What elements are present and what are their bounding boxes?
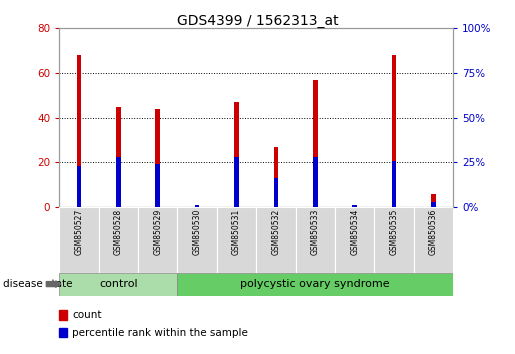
Bar bbox=[217, 207, 256, 273]
Text: GSM850535: GSM850535 bbox=[390, 209, 399, 256]
Bar bbox=[431, 202, 436, 207]
Bar bbox=[234, 102, 239, 207]
Bar bbox=[177, 207, 217, 273]
Bar bbox=[273, 178, 278, 207]
Text: polycystic ovary syndrome: polycystic ovary syndrome bbox=[241, 279, 390, 289]
Bar bbox=[234, 157, 239, 207]
Bar bbox=[392, 55, 397, 207]
Bar bbox=[177, 273, 453, 296]
Bar bbox=[116, 157, 121, 207]
Bar bbox=[352, 205, 357, 207]
Bar bbox=[99, 207, 138, 273]
Text: GSM850536: GSM850536 bbox=[429, 209, 438, 256]
Text: percentile rank within the sample: percentile rank within the sample bbox=[72, 328, 248, 338]
Bar bbox=[431, 194, 436, 207]
Text: GSM850533: GSM850533 bbox=[311, 209, 320, 256]
Text: GSM850530: GSM850530 bbox=[193, 209, 201, 256]
Text: GSM850529: GSM850529 bbox=[153, 209, 162, 255]
Text: GSM850534: GSM850534 bbox=[350, 209, 359, 256]
Text: GDS4399 / 1562313_at: GDS4399 / 1562313_at bbox=[177, 14, 338, 28]
Bar bbox=[313, 157, 318, 207]
Bar bbox=[392, 161, 397, 207]
Bar bbox=[352, 205, 357, 207]
Text: control: control bbox=[99, 279, 138, 289]
Bar bbox=[256, 207, 296, 273]
Bar bbox=[138, 207, 177, 273]
Bar bbox=[116, 107, 121, 207]
Bar bbox=[59, 207, 99, 273]
Bar bbox=[156, 164, 160, 207]
Bar bbox=[374, 207, 414, 273]
Bar bbox=[195, 205, 199, 207]
Text: GSM850527: GSM850527 bbox=[75, 209, 83, 255]
Bar bbox=[296, 207, 335, 273]
Bar bbox=[156, 109, 160, 207]
Text: GSM850528: GSM850528 bbox=[114, 209, 123, 255]
Text: GSM850532: GSM850532 bbox=[271, 209, 280, 255]
Bar bbox=[77, 55, 81, 207]
Text: GSM850531: GSM850531 bbox=[232, 209, 241, 255]
Bar bbox=[273, 147, 278, 207]
Bar bbox=[414, 207, 453, 273]
Text: count: count bbox=[72, 310, 101, 320]
Bar bbox=[77, 166, 81, 207]
Text: disease state: disease state bbox=[3, 279, 72, 289]
Bar bbox=[195, 205, 199, 207]
Bar bbox=[59, 273, 177, 296]
Bar bbox=[313, 80, 318, 207]
Bar bbox=[335, 207, 374, 273]
